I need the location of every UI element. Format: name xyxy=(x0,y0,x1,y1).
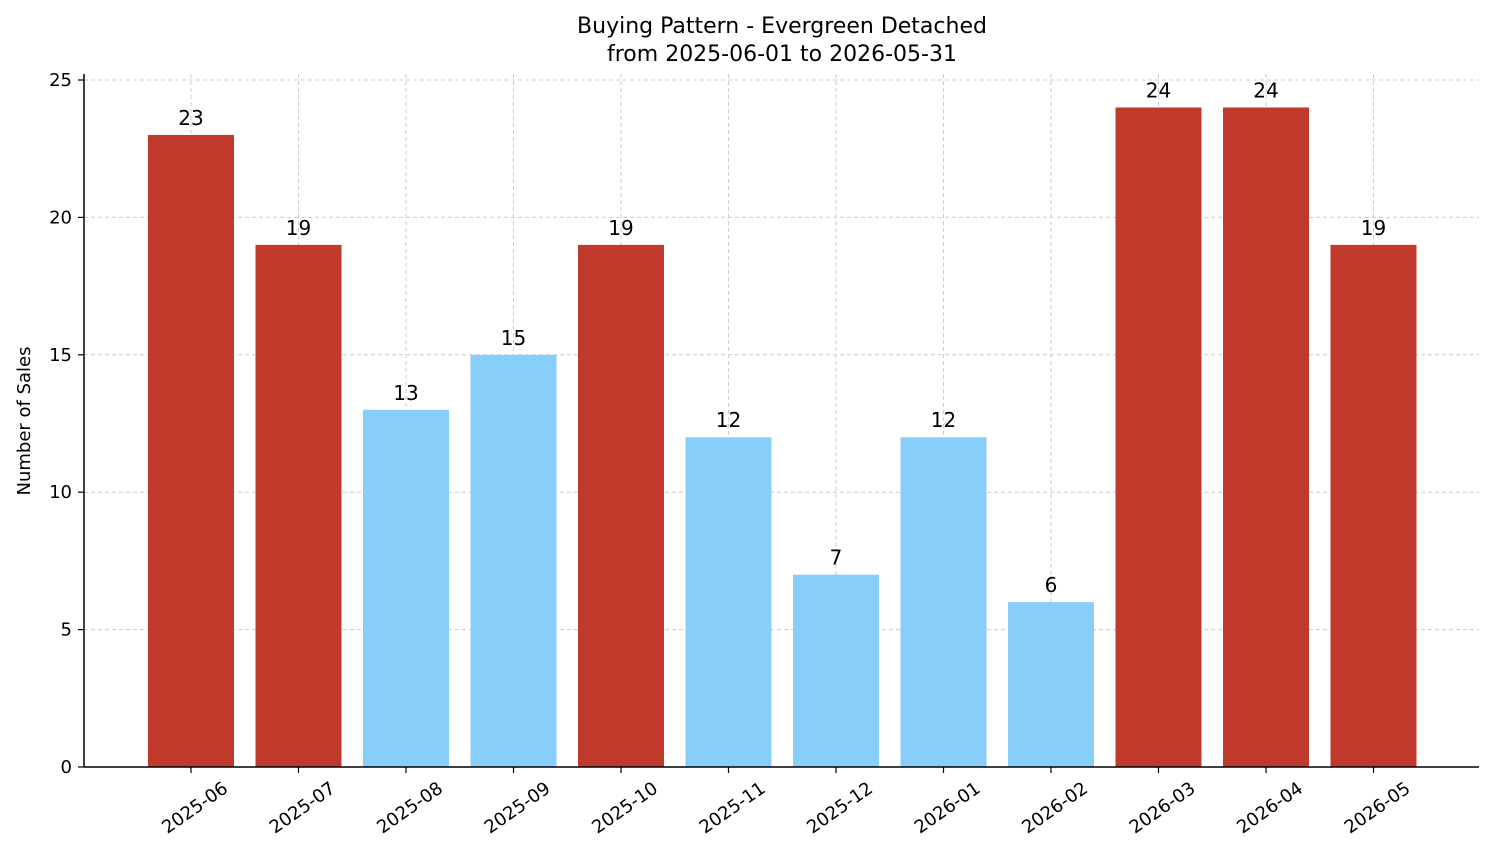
bar-value-label: 12 xyxy=(931,408,956,432)
bar-value-label: 6 xyxy=(1045,573,1058,597)
x-tick-label: 2026-05 xyxy=(1341,778,1415,838)
bar xyxy=(793,574,879,767)
bar xyxy=(578,244,664,767)
x-tick-label: 2025-12 xyxy=(803,778,877,838)
x-tick-label: 2026-03 xyxy=(1126,778,1200,838)
bar-value-label: 13 xyxy=(393,381,418,405)
y-tick-label: 0 xyxy=(61,757,72,778)
bar-value-labels: 23 19 13 15 19 12 7 12 6 24 24 19 xyxy=(178,78,1386,597)
bars xyxy=(148,107,1417,768)
bar xyxy=(1115,107,1202,768)
bar xyxy=(470,354,557,767)
bar xyxy=(900,437,987,767)
bar-value-label: 23 xyxy=(178,106,203,130)
bar xyxy=(685,437,772,767)
y-tick-label: 25 xyxy=(49,70,72,91)
x-tick-label: 2025-06 xyxy=(158,778,232,838)
chart-subtitle: from 2025-06-01 to 2026-05-31 xyxy=(607,42,957,67)
x-tick-label: 2025-10 xyxy=(588,778,662,838)
bar-value-label: 24 xyxy=(1253,78,1278,102)
x-tick-label: 2025-08 xyxy=(373,778,447,838)
bar xyxy=(255,244,342,767)
x-tick-label: 2026-01 xyxy=(911,778,985,838)
x-tick-label: 2025-11 xyxy=(696,778,770,838)
bar xyxy=(363,409,449,767)
y-tick-label: 10 xyxy=(49,482,72,503)
bar-value-label: 12 xyxy=(716,408,741,432)
y-tick-label: 20 xyxy=(49,207,72,228)
bar-value-label: 19 xyxy=(608,216,633,240)
x-tick-label: 2025-09 xyxy=(481,778,555,838)
x-tick-label: 2026-02 xyxy=(1018,778,1092,838)
y-tick-label: 15 xyxy=(49,345,72,366)
x-tick-label: 2025-07 xyxy=(266,778,340,838)
bar xyxy=(1330,244,1417,767)
bar-value-label: 19 xyxy=(286,216,311,240)
bar-value-label: 7 xyxy=(830,546,843,570)
chart-title: Buying Pattern - Evergreen Detached xyxy=(577,14,987,39)
bar-value-label: 24 xyxy=(1146,78,1171,102)
y-axis-label: Number of Sales xyxy=(14,346,35,495)
bar-value-label: 19 xyxy=(1361,216,1386,240)
bar xyxy=(1223,107,1309,768)
bar xyxy=(148,134,234,767)
x-tick-label: 2026-04 xyxy=(1233,778,1307,838)
y-tick-label: 5 xyxy=(61,620,72,641)
bar xyxy=(1008,602,1094,767)
bar-value-label: 15 xyxy=(501,326,526,350)
